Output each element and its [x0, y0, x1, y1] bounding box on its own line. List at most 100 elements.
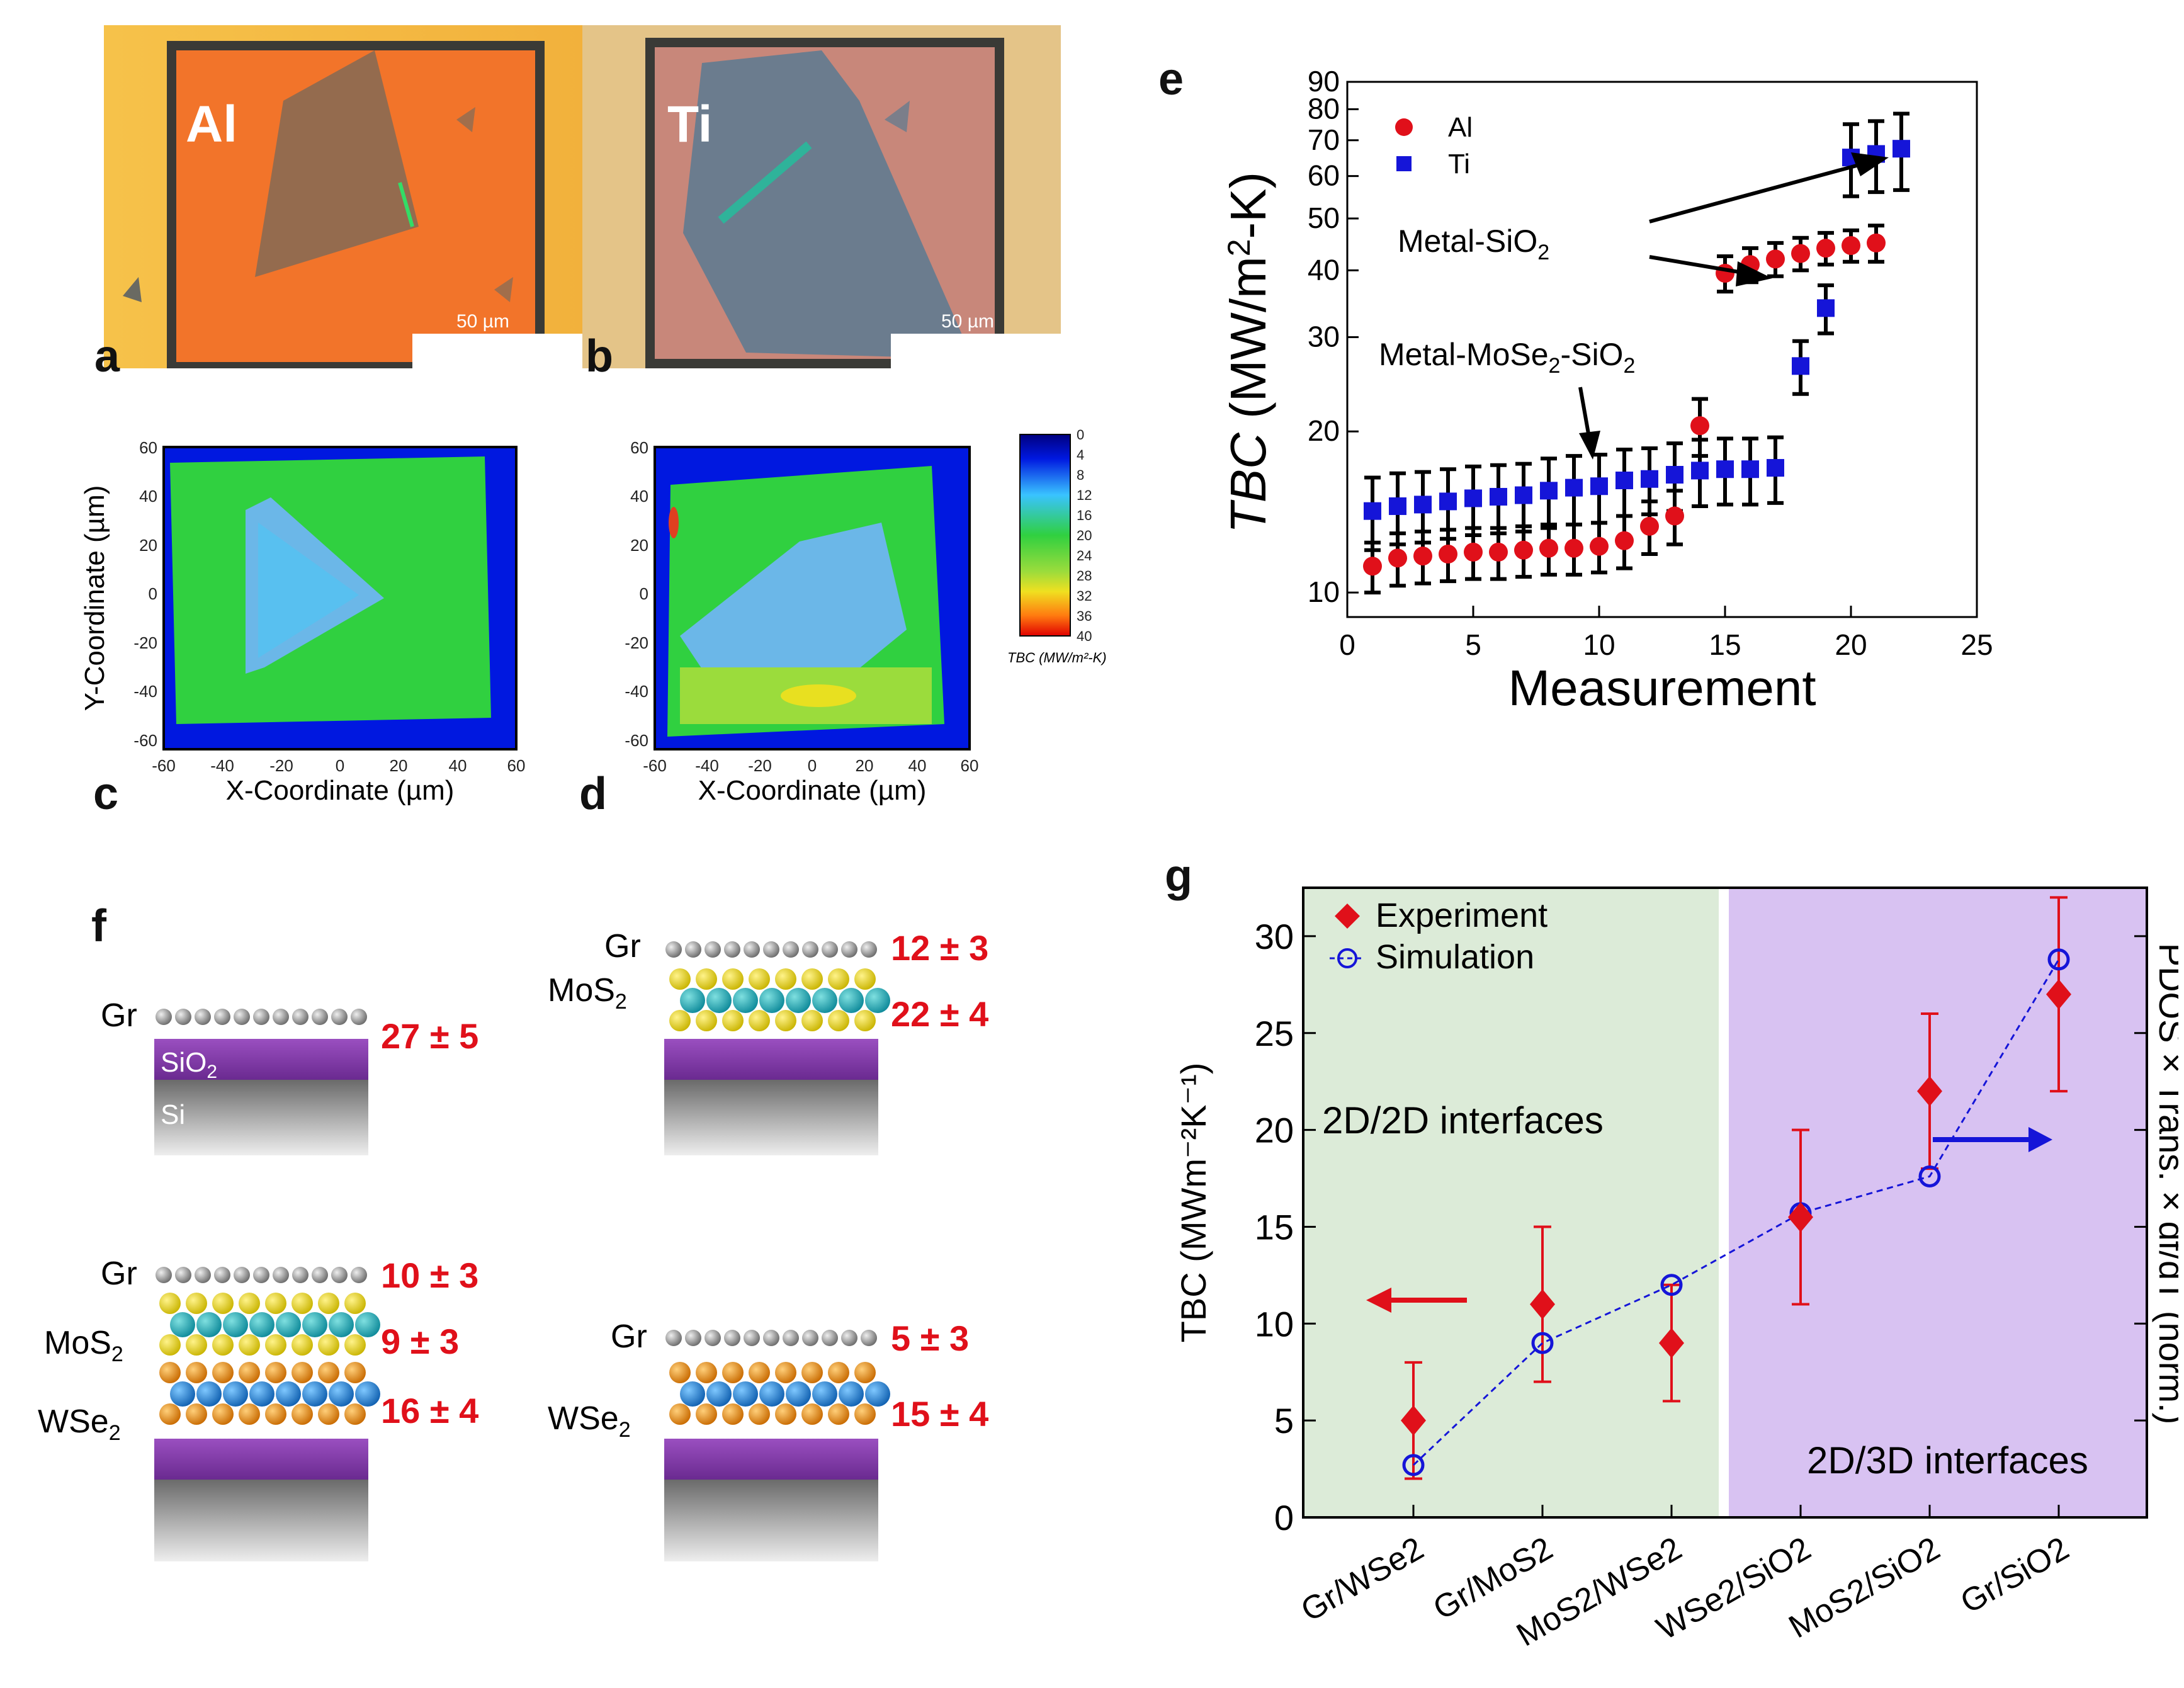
e-point-al — [1690, 416, 1709, 436]
graphene-atom — [312, 1009, 328, 1025]
stack4-value-1: 15 ± 4 — [891, 1394, 988, 1434]
e-point-al — [1665, 506, 1684, 526]
graphene-atom — [704, 941, 721, 958]
graphene-atom — [331, 1267, 348, 1283]
e-point-ti — [1817, 299, 1835, 317]
chalcogen-atom — [159, 1403, 181, 1425]
graphene-atom — [273, 1009, 289, 1025]
chalcogen-atom — [265, 1293, 286, 1314]
chalcogen-atom — [696, 1010, 717, 1031]
e-point-ti — [1540, 482, 1558, 500]
e-point-al — [1489, 542, 1508, 562]
metal-atom — [196, 1381, 222, 1407]
svg-text:20: 20 — [139, 536, 157, 555]
legend-experiment-label: Experiment — [1376, 897, 1547, 934]
chalcogen-atom — [775, 1362, 796, 1383]
legend-experiment-marker — [1335, 903, 1360, 929]
e-ytick-label: 80 — [1308, 92, 1340, 125]
e-point-al — [1464, 542, 1483, 562]
stack-gr-mos2: Gr MoS2 12 ± 3 22 ± 4 — [548, 932, 988, 1155]
chalcogen-atom — [828, 1362, 849, 1383]
metal-atom — [759, 1381, 784, 1407]
graphene-atom — [351, 1009, 367, 1025]
svg-text:-40: -40 — [625, 682, 648, 701]
svg-text:-20: -20 — [748, 756, 772, 775]
panel-d-map: 60 40 20 0 -20 -40 -60 -60 -40 -20 0 20 40 60… — [625, 438, 978, 806]
svg-text:-20: -20 — [133, 633, 157, 652]
chalcogen-atom — [749, 1362, 770, 1383]
chalcogen-atom — [696, 1362, 717, 1383]
metal-atom — [355, 1381, 380, 1407]
chalcogen-atom — [291, 1293, 313, 1314]
chalcogen-atom — [828, 1403, 849, 1425]
chalcogen-atom — [212, 1403, 234, 1425]
graphene-atom — [802, 1330, 818, 1346]
e-point-ti — [1716, 460, 1734, 479]
g-ytick-label: 5 — [1274, 1401, 1294, 1441]
svg-text:0: 0 — [336, 756, 344, 775]
graphene-atom — [234, 1267, 250, 1283]
stack4-wse2-label: WSe2 — [548, 1400, 631, 1442]
e-ytick-label: 90 — [1308, 65, 1340, 98]
graphene-atom — [704, 1330, 721, 1346]
chalcogen-atom — [212, 1362, 234, 1383]
legend-al-label: Al — [1448, 112, 1473, 143]
chalcogen-atom — [212, 1334, 234, 1356]
stack2-value-1: 22 ± 4 — [891, 994, 988, 1034]
svg-text:40: 40 — [449, 756, 467, 775]
graphene-atom — [822, 1330, 838, 1346]
metal-atom — [812, 1381, 837, 1407]
svg-text:4: 4 — [1077, 447, 1084, 463]
chalcogen-atom — [722, 1403, 744, 1425]
graphene-atom — [156, 1009, 172, 1025]
panel-b-metal-label: Ti — [667, 96, 712, 153]
region-2d2d-label: 2D/2D interfaces — [1322, 1099, 1604, 1141]
chalcogen-atom — [344, 1293, 366, 1314]
svg-text:-60: -60 — [643, 756, 667, 775]
svg-text:28: 28 — [1077, 568, 1092, 584]
panel-d-letter: d — [579, 769, 607, 819]
chalcogen-atom — [801, 1403, 823, 1425]
graphene-atom — [724, 941, 740, 958]
svg-text:8: 8 — [1077, 467, 1084, 483]
e-xtick-label: 0 — [1339, 628, 1355, 661]
g-simulation-point — [2047, 948, 2070, 971]
svg-text:-60: -60 — [152, 756, 176, 775]
chalcogen-atom — [749, 1010, 770, 1031]
metal-atom — [786, 1381, 811, 1407]
chalcogen-atom — [291, 1334, 313, 1356]
chalcogen-atom — [854, 1403, 876, 1425]
e-ytick-label: 40 — [1308, 253, 1340, 286]
panel-a-image: Al 50 µm — [104, 25, 582, 368]
chalcogen-atom — [186, 1403, 207, 1425]
svg-text:0: 0 — [640, 584, 648, 603]
svg-text:32: 32 — [1077, 588, 1092, 604]
legend-ti-label: Ti — [1448, 149, 1470, 179]
metal-atom — [170, 1381, 195, 1407]
svg-text:-40: -40 — [133, 682, 157, 701]
legend-al-marker — [1395, 118, 1413, 136]
graphene-atom — [861, 1330, 877, 1346]
e-point-al — [1615, 531, 1634, 550]
chalcogen-atom — [669, 1362, 691, 1383]
chalcogen-atom — [775, 1010, 796, 1031]
stack3-value-2: 16 ± 4 — [381, 1391, 478, 1430]
graphene-atom — [175, 1009, 191, 1025]
panel-c-xlabel: X-Coordinate (µm) — [226, 775, 455, 806]
svg-text:40: 40 — [630, 487, 648, 506]
graphene-atom — [351, 1267, 367, 1283]
stack1-gr-label: Gr — [101, 997, 137, 1034]
panel-e-letter: e — [1158, 54, 1184, 105]
graphene-atom — [744, 1330, 760, 1346]
metal-atom — [865, 1381, 890, 1407]
chalcogen-atom — [696, 968, 717, 990]
svg-text:60: 60 — [507, 756, 526, 775]
panel-a-scale-label: 50 µm — [456, 311, 509, 332]
metal-atom — [706, 1381, 732, 1407]
graphene-atom — [195, 1009, 211, 1025]
panel-a-flake — [255, 50, 419, 277]
annotation-metal-mose2-sio2: Metal-MoSe2-SiO2 — [1379, 337, 1635, 378]
graphene-atom — [175, 1267, 191, 1283]
e-point-ti — [1893, 140, 1910, 158]
